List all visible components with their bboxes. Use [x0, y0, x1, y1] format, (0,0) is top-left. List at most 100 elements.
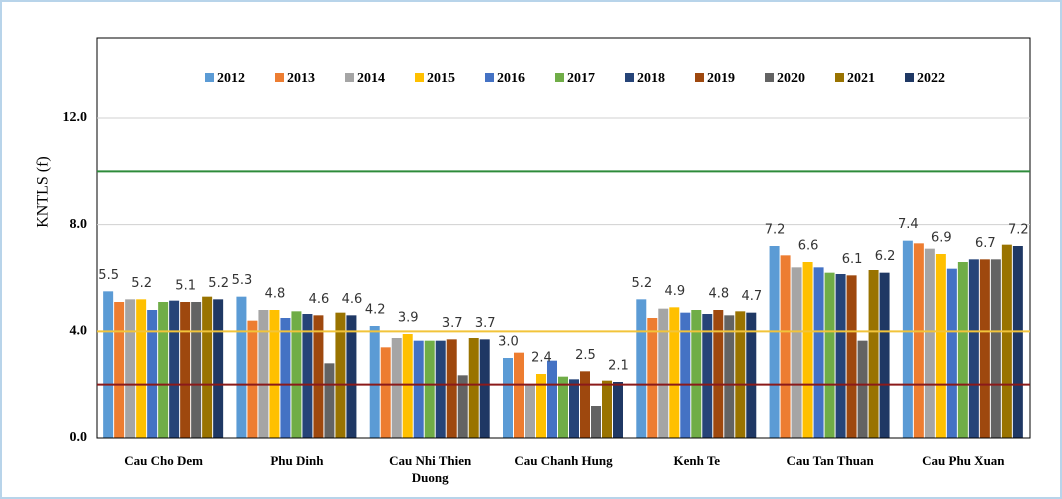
legend-label: 2014 — [357, 71, 385, 86]
data-label: 5.2 — [131, 276, 152, 291]
data-label: 6.7 — [975, 236, 996, 251]
bar — [280, 318, 291, 438]
legend-swatch — [905, 73, 914, 82]
bar — [147, 310, 158, 438]
legend-swatch — [415, 73, 424, 82]
bar — [202, 296, 213, 438]
data-label: 4.6 — [309, 292, 330, 307]
bar — [103, 291, 114, 438]
legend-swatch — [485, 73, 494, 82]
legend-swatch — [205, 73, 214, 82]
bar — [813, 267, 824, 438]
bar — [479, 339, 490, 438]
x-tick-label: Cau Cho Dem — [124, 453, 203, 468]
data-label: 4.9 — [664, 284, 685, 299]
y-axis-label: KNTLS (f) — [35, 156, 52, 228]
bar — [935, 254, 946, 438]
legend-label: 2012 — [217, 71, 245, 86]
bar — [979, 259, 990, 438]
bar — [1001, 244, 1012, 438]
bar — [503, 358, 513, 438]
bar — [791, 267, 802, 438]
data-label: 6.9 — [931, 231, 952, 246]
bar — [902, 240, 913, 438]
legend-label: 2017 — [567, 71, 595, 86]
bar — [291, 311, 302, 438]
bar — [335, 312, 346, 438]
y-tick-label: 12.0 — [63, 110, 88, 125]
data-label: 5.3 — [232, 273, 253, 288]
legend-label: 2022 — [917, 71, 945, 86]
bar — [769, 246, 780, 438]
bar — [702, 314, 713, 438]
x-tick-label: Phu Dinh — [270, 453, 324, 468]
data-label: 3.7 — [475, 316, 496, 331]
bar — [658, 308, 669, 438]
bar — [835, 274, 846, 438]
bar — [713, 310, 724, 438]
bar — [824, 272, 835, 438]
bar — [924, 248, 935, 438]
legend-swatch — [555, 73, 564, 82]
bar — [746, 312, 757, 438]
bar — [602, 380, 612, 438]
bar — [536, 374, 546, 438]
bar — [468, 338, 479, 438]
legend-label: 2019 — [707, 71, 735, 86]
data-label: 5.1 — [175, 279, 196, 294]
bar — [191, 302, 202, 438]
bar — [247, 320, 258, 438]
bar — [269, 310, 280, 438]
bar — [514, 352, 524, 438]
bar — [913, 243, 924, 438]
bar — [735, 311, 746, 438]
bar — [613, 382, 623, 438]
bar — [580, 371, 590, 438]
data-label: 2.1 — [608, 359, 629, 374]
legend-label: 2020 — [777, 71, 805, 86]
bar — [402, 334, 413, 438]
legend-swatch — [835, 73, 844, 82]
bar — [724, 315, 735, 438]
data-label: 3.0 — [498, 335, 519, 350]
data-label: 6.6 — [798, 239, 819, 254]
data-label: 4.8 — [708, 287, 729, 302]
data-label: 4.2 — [365, 303, 386, 318]
bar — [591, 406, 601, 438]
bar — [302, 314, 313, 438]
bar — [558, 376, 568, 438]
bar — [957, 262, 968, 438]
bar — [946, 268, 957, 438]
data-label: 3.9 — [398, 311, 419, 326]
bar — [424, 340, 435, 438]
data-label: 7.2 — [765, 223, 786, 238]
y-tick-label: 0.0 — [70, 430, 88, 445]
legend-swatch — [695, 73, 704, 82]
bar — [457, 375, 468, 438]
y-tick-label: 4.0 — [70, 324, 88, 339]
data-label: 4.6 — [342, 292, 363, 307]
legend-label: 2016 — [497, 71, 525, 86]
bar — [525, 384, 535, 438]
bar — [313, 315, 324, 438]
bar — [780, 255, 791, 438]
bar — [636, 299, 647, 438]
bar — [136, 299, 147, 438]
bar — [691, 310, 702, 438]
legend-label: 2013 — [287, 71, 315, 86]
x-tick-label: Cau Tan Thuan — [786, 453, 874, 468]
data-label: 7.2 — [1008, 223, 1029, 238]
legend-label: 2018 — [637, 71, 665, 86]
legend-label: 2015 — [427, 71, 455, 86]
bar — [802, 262, 813, 438]
legend-swatch — [625, 73, 634, 82]
bar — [125, 299, 136, 438]
x-tick-label: Kenh Te — [673, 453, 721, 468]
bar — [647, 318, 658, 438]
bar — [369, 326, 380, 438]
data-label: 5.5 — [98, 268, 119, 283]
legend-swatch — [345, 73, 354, 82]
data-label: 2.4 — [531, 351, 552, 366]
